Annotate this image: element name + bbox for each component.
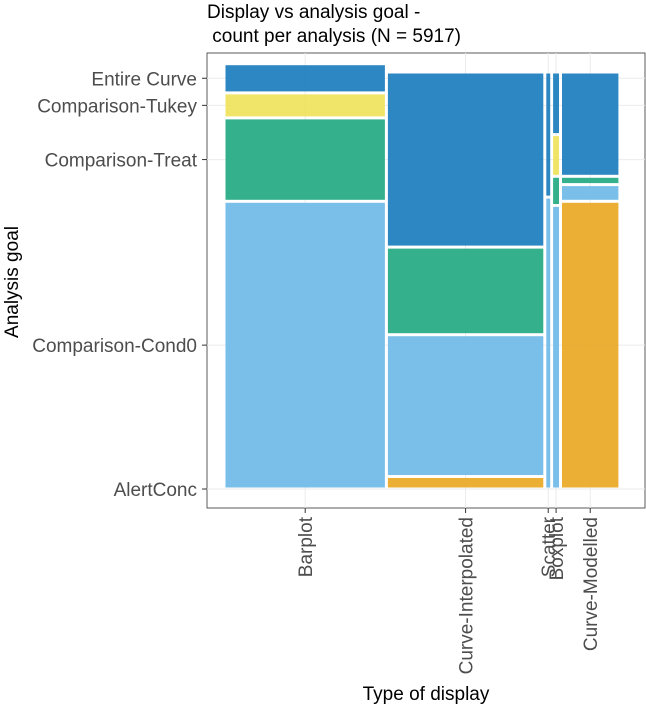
cell-curve-modelled-alertconc	[562, 202, 619, 488]
cell-boxplot-comparison-cond0	[553, 206, 559, 488]
cell-curve-interpolated-comparison-cond0	[387, 336, 544, 475]
y-tick-label-comparison-tukey: Comparison-Tukey	[37, 96, 197, 117]
x-tick-label-boxplot: Boxplot	[547, 516, 568, 580]
x-tick-label-scatter: Scatter	[539, 516, 560, 577]
cell-boxplot-comparison-tukey	[553, 136, 559, 175]
y-axis-title: Analysis goal	[2, 226, 23, 338]
cell-barplot-comparison-cond0	[225, 202, 385, 488]
y-tick-label-entire-curve: Entire Curve	[91, 69, 197, 90]
y-tick-label-alertconc: AlertConc	[114, 480, 197, 501]
cell-barplot-entire-curve	[225, 65, 385, 92]
cell-barplot-comparison-tukey	[225, 94, 385, 117]
cell-boxplot-entire-curve	[553, 73, 559, 134]
cell-boxplot-comparison-treat	[553, 177, 559, 204]
mosaic-cells	[225, 65, 619, 488]
chart-title-line-1: Display vs analysis goal -	[207, 2, 420, 23]
x-tick-label-curve-modelled: Curve-Modelled	[581, 517, 602, 651]
cell-scatter-comparison-cond0	[546, 198, 551, 488]
x-tick-label-curve-interpolated: Curve-Interpolated	[457, 517, 478, 674]
cell-curve-modelled-comparison-treat	[562, 177, 619, 184]
cell-curve-modelled-entire-curve	[562, 73, 619, 175]
cell-curve-interpolated-comparison-treat	[387, 248, 544, 334]
cell-curve-interpolated-entire-curve	[387, 73, 544, 246]
chart-title-line-2: count per analysis (N = 5917)	[207, 26, 461, 47]
y-axis-ticks: AlertConc Comparison-Cond0 Comparison-Trea…	[32, 69, 207, 501]
cell-curve-modelled-comparison-cond0	[562, 186, 619, 200]
cell-barplot-comparison-treat	[225, 119, 385, 200]
x-tick-label-barplot: Barplot	[296, 516, 317, 577]
y-tick-label-comparison-cond0: Comparison-Cond0	[32, 336, 197, 357]
x-axis-title: Type of display	[363, 684, 490, 705]
cell-curve-interpolated-alertconc	[387, 478, 544, 488]
cell-scatter-entire-curve	[546, 73, 551, 196]
y-tick-label-comparison-treat: Comparison-Treat	[45, 151, 198, 172]
